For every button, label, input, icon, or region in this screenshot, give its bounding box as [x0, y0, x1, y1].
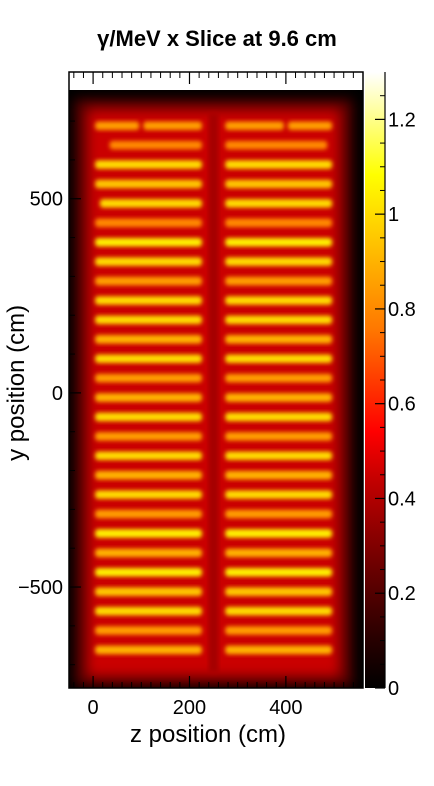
heatmap-band: [95, 315, 202, 325]
colorbar-tick-label: 0.4: [388, 488, 416, 510]
heatmap-band: [225, 509, 333, 519]
heatmap-band: [95, 276, 202, 286]
heatmap-band: [95, 432, 202, 441]
heatmap-band: [225, 451, 333, 461]
heatmap-band: [225, 548, 333, 558]
heatmap-band: [99, 199, 202, 208]
heatmap-band: [95, 509, 202, 519]
heatmap-band: [95, 548, 202, 558]
heatmap-band: [95, 626, 202, 635]
heatmap-band: [143, 121, 202, 130]
heatmap-band: [95, 470, 202, 480]
heatmap-band: [95, 179, 202, 189]
heatmap-band: [95, 529, 202, 538]
heatmap-band: [225, 393, 333, 402]
heatmap-band: [95, 451, 202, 461]
heatmap-band: [95, 296, 202, 305]
chart-title: γ/MeV x Slice at 9.6 cm: [97, 26, 337, 51]
heatmap-band: [225, 160, 333, 169]
heatmap-area: [69, 90, 363, 688]
heatmap-band: [225, 470, 333, 480]
heatmap-band: [95, 645, 202, 655]
heatmap-band: [225, 490, 333, 499]
heatmap-band: [225, 373, 333, 383]
colorbar-tick-label: 1: [388, 204, 399, 226]
heatmap-band: [225, 626, 333, 635]
colorbar-tick-label: 0.2: [388, 583, 416, 605]
heatmap-band: [225, 587, 333, 596]
heatmap-band: [225, 606, 333, 616]
heatmap-band: [225, 296, 333, 305]
heatmap-band: [225, 432, 333, 441]
y-tick-label: 0: [52, 383, 63, 405]
colorbar-tick-label: 0: [388, 678, 399, 700]
heatmap-band: [95, 490, 202, 499]
heatmap-band: [225, 412, 333, 422]
x-axis-title: z position (cm): [130, 721, 286, 748]
heatmap-band: [95, 335, 202, 344]
heatmap-band: [95, 606, 202, 616]
heatmap-band: [109, 140, 202, 150]
heatmap-band: [225, 237, 333, 247]
heatmap-band: [95, 587, 202, 596]
heatmap-band: [225, 121, 284, 130]
x-tick-label: 200: [173, 697, 206, 719]
y-axis-title: y position (cm): [3, 305, 30, 461]
heatmap-band: [95, 237, 202, 247]
heatmap-band: [95, 412, 202, 422]
x-tick-label: 400: [269, 697, 302, 719]
x-tick-label: 0: [88, 697, 99, 719]
heatmap-band: [95, 354, 202, 363]
heatmap-band: [225, 529, 333, 538]
heatmap-band: [287, 121, 333, 130]
heatmap-band: [95, 373, 202, 383]
heatmap-band: [95, 160, 202, 169]
heatmap-band: [95, 121, 140, 130]
y-tick-label: 500: [30, 189, 63, 211]
heatmap-band: [225, 257, 333, 266]
heatmap-band: [225, 568, 333, 577]
colorbar-tick-label: 1.2: [388, 109, 416, 131]
heatmap-band: [225, 218, 333, 228]
heatmap-band: [225, 315, 333, 325]
heatmap-band: [225, 354, 333, 363]
colorbar-axis: 0 0.2 0.4 0.6 0.8 1 1.2: [375, 72, 416, 700]
heatmap-band: [225, 335, 333, 344]
colorbar: [365, 72, 385, 688]
heatmap-band: [225, 645, 333, 655]
heatmap-band: [95, 257, 202, 266]
heatmap-band: [95, 568, 202, 577]
heatmap-band: [225, 276, 333, 286]
heatmap-band: [225, 199, 333, 208]
heatmap-band: [225, 140, 328, 150]
colorbar-tick-label: 0.8: [388, 299, 416, 321]
axes: 0 200 400 500 0 −500: [18, 72, 364, 719]
heatmap-gap: [208, 113, 219, 673]
heatmap-band: [225, 179, 333, 189]
colorbar-tick-label: 0.6: [388, 394, 416, 416]
heatmap-band: [95, 393, 202, 402]
plot-frame: [68, 71, 364, 689]
y-tick-label: −500: [18, 577, 63, 599]
heatmap-band: [95, 218, 202, 228]
